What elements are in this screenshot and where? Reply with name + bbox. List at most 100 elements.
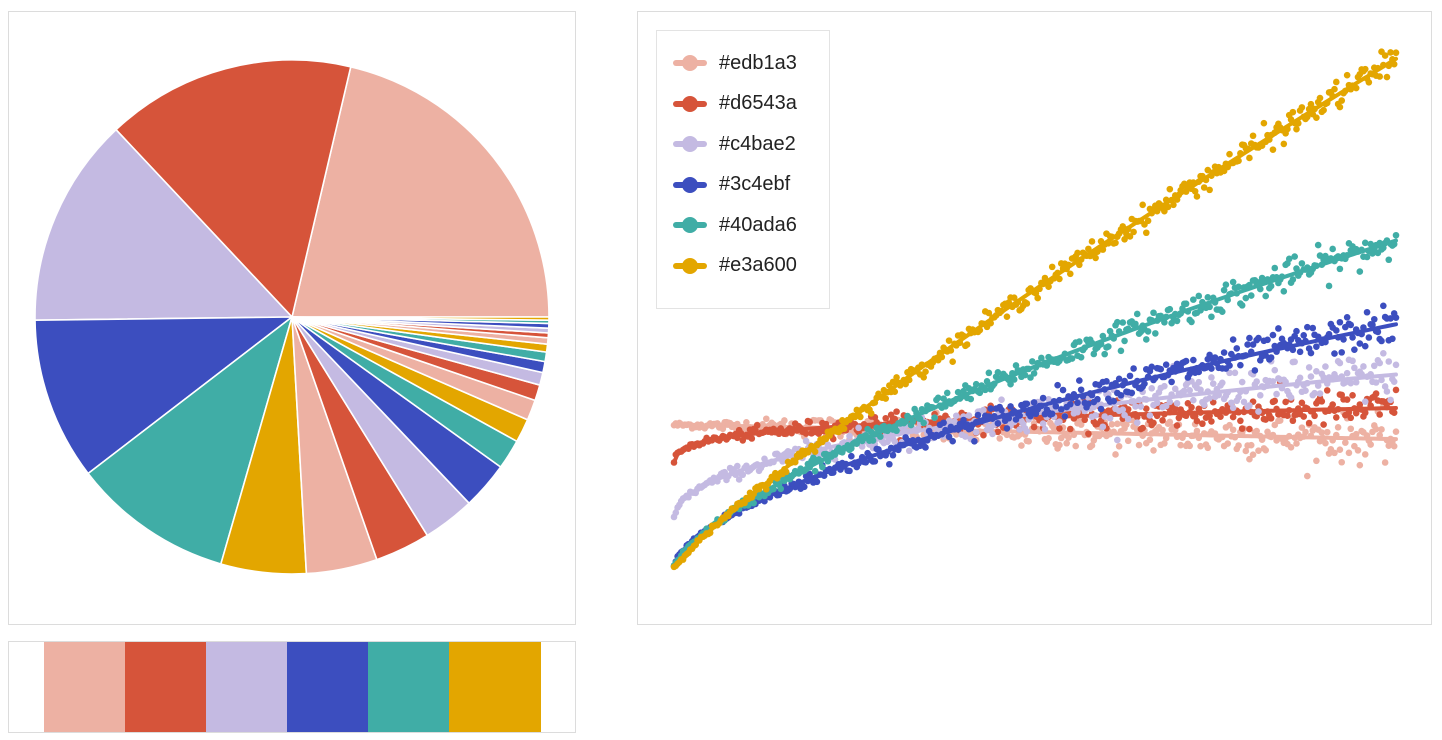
data-point <box>1119 406 1127 413</box>
data-point <box>1336 265 1344 273</box>
data-point <box>1016 412 1023 419</box>
data-point <box>1370 362 1378 370</box>
legend-item: #e3a600 <box>673 252 797 280</box>
data-point <box>1077 386 1085 394</box>
data-point <box>824 457 832 465</box>
data-point <box>1383 73 1391 81</box>
data-point <box>806 418 814 426</box>
data-point <box>1139 424 1146 432</box>
data-point <box>1349 392 1356 399</box>
data-point <box>1018 442 1025 449</box>
data-point <box>909 437 917 444</box>
data-point <box>1313 457 1320 465</box>
data-point <box>1336 318 1344 326</box>
data-point <box>1171 385 1179 393</box>
data-point <box>1343 71 1351 79</box>
data-point <box>779 458 786 465</box>
data-point <box>1016 431 1023 438</box>
data-point <box>1300 413 1308 420</box>
data-point <box>1267 415 1275 422</box>
data-point <box>1293 440 1300 447</box>
data-point <box>1070 431 1078 439</box>
data-point <box>1298 399 1306 407</box>
data-point <box>1289 417 1297 425</box>
data-point <box>1007 380 1014 388</box>
data-point <box>1276 417 1284 424</box>
data-point <box>806 463 814 471</box>
legend-label: #3c4ebf <box>719 173 791 195</box>
data-point <box>1188 318 1195 326</box>
data-point <box>1054 381 1061 389</box>
data-point <box>1027 412 1034 420</box>
data-point <box>1316 94 1324 102</box>
data-point <box>1280 140 1288 148</box>
data-point <box>1208 418 1215 425</box>
data-point <box>1124 325 1132 333</box>
data-point <box>1217 355 1224 363</box>
data-point <box>1247 348 1255 356</box>
data-point <box>1161 319 1168 326</box>
data-point <box>1076 261 1083 269</box>
data-point <box>1246 154 1253 162</box>
data-point <box>1133 413 1141 421</box>
data-point <box>1320 106 1327 114</box>
chart-legend: #edb1a3 #d6543a #c4bae2 #3c4ebf #40ada6 #e3a6… <box>656 30 830 309</box>
data-point <box>1168 378 1175 386</box>
data-point <box>1342 87 1349 95</box>
data-point <box>1085 400 1092 408</box>
data-point <box>1255 334 1262 342</box>
data-point <box>862 458 870 466</box>
data-point <box>1224 389 1232 396</box>
data-point <box>1142 396 1150 403</box>
data-point <box>945 433 953 441</box>
data-point <box>893 408 900 415</box>
color-swatch-5 <box>368 642 449 732</box>
data-point <box>1206 186 1213 194</box>
data-point <box>1305 364 1313 371</box>
data-point <box>1246 281 1253 289</box>
data-point <box>1186 442 1194 450</box>
data-point <box>1302 337 1309 345</box>
data-point <box>1260 119 1268 127</box>
data-point <box>855 424 862 432</box>
data-point <box>1164 203 1172 211</box>
data-point <box>1132 403 1139 410</box>
legend-item: #d6543a <box>673 90 797 118</box>
data-point <box>1023 400 1031 408</box>
data-point <box>1356 461 1364 469</box>
data-point <box>1356 401 1364 408</box>
data-point <box>1374 64 1382 72</box>
data-point <box>1193 427 1201 435</box>
data-point <box>1343 252 1351 259</box>
data-point <box>1056 425 1063 432</box>
data-point <box>1184 308 1192 315</box>
data-point <box>1372 425 1380 433</box>
data-point <box>1332 374 1340 382</box>
data-point <box>1358 246 1365 254</box>
data-point <box>1124 406 1132 413</box>
data-point <box>1101 386 1108 393</box>
data-point <box>1193 417 1201 425</box>
data-point <box>846 432 853 440</box>
data-point <box>1332 414 1340 421</box>
data-point <box>1293 125 1300 133</box>
data-point <box>1229 426 1237 434</box>
data-point <box>1323 387 1331 394</box>
data-point <box>1202 176 1210 184</box>
data-point <box>750 499 757 507</box>
data-point <box>1360 363 1367 370</box>
data-point <box>1307 432 1315 440</box>
color-swatch-6 <box>449 642 541 732</box>
data-point <box>1256 285 1264 293</box>
data-point <box>1361 451 1369 458</box>
data-point <box>1063 439 1070 447</box>
data-point <box>1231 369 1239 377</box>
data-point <box>1028 358 1036 365</box>
legend-marker <box>673 171 707 199</box>
data-point <box>1311 105 1318 113</box>
scatter-chart-panel: #edb1a3 #d6543a #c4bae2 #3c4ebf #40ada6 #e3a6… <box>637 11 1432 625</box>
data-point <box>905 447 913 455</box>
data-point <box>1351 346 1358 353</box>
data-point <box>1034 294 1042 302</box>
data-point <box>1175 414 1183 422</box>
